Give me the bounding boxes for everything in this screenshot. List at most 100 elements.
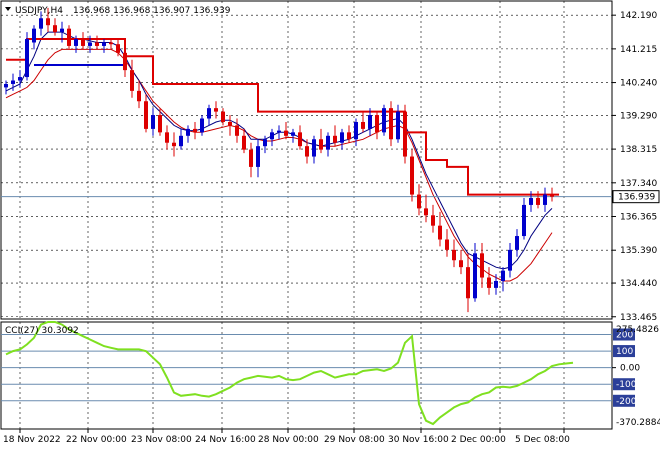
candle-body (144, 101, 148, 129)
candle-body (529, 198, 533, 205)
x-tick-label: 22 Nov 00:00 (66, 435, 127, 445)
candle-body (11, 80, 15, 84)
candle-body (431, 215, 435, 226)
candle-body (375, 115, 379, 133)
candle-body (459, 260, 463, 268)
candle-body (403, 111, 407, 157)
candle-body (4, 83, 8, 88)
candle-body (284, 130, 288, 136)
x-tick-label: 23 Nov 08:00 (131, 435, 192, 445)
main-panel-title: USDJPY,H4 (15, 6, 63, 16)
candle-body (193, 128, 197, 133)
candle-body (543, 194, 547, 205)
cci-level-box (613, 394, 635, 407)
candle-body (410, 156, 414, 195)
candle-body (207, 108, 211, 119)
candle-body (179, 135, 183, 147)
y-tick-label: 139.290 (620, 111, 657, 121)
y-tick-label: 133.465 (620, 313, 657, 323)
ma-slow-line (5, 48, 553, 282)
candle-body (319, 139, 323, 150)
candle-body (354, 121, 358, 140)
cci-level-label: 200 (616, 331, 633, 341)
candle-body (480, 253, 484, 278)
candle-body (424, 208, 428, 216)
candle-body (172, 142, 176, 147)
candle-body (326, 135, 330, 150)
candle-body (347, 132, 351, 140)
candle-body (305, 146, 309, 157)
candle-body (95, 42, 99, 46)
candle-body (18, 77, 22, 81)
cci-level-box (613, 328, 635, 341)
candle-body (88, 42, 92, 46)
candle-body (312, 139, 316, 157)
candle-body (137, 90, 141, 102)
candle-body (487, 277, 491, 288)
candle-body (165, 132, 169, 143)
symbol-dropdown-icon[interactable] (5, 7, 11, 11)
candle-body (200, 118, 204, 133)
candle-body (158, 115, 162, 133)
candle-body (263, 139, 267, 147)
cci-level-box (613, 345, 635, 358)
candle-body (501, 270, 505, 281)
candle-body (102, 42, 106, 46)
candle-body (256, 146, 260, 167)
candle-body (186, 128, 190, 136)
candle-body (382, 108, 386, 133)
cci-level-label: 100 (616, 347, 633, 357)
candle-body (116, 44, 120, 53)
candle-body (67, 28, 71, 46)
main-panel-frame (0, 0, 613, 320)
candle-body (130, 70, 134, 91)
candle-body (298, 132, 302, 147)
candle-body (60, 28, 64, 33)
candle-body (25, 39, 29, 78)
x-tick-label: 30 Nov 16:00 (388, 435, 449, 445)
candle-body (522, 204, 526, 237)
y-tick-label: 141.215 (620, 45, 657, 55)
candle-body (242, 135, 246, 150)
cci-level-box (613, 378, 635, 391)
trailing-stop-line (6, 38, 559, 196)
y-tick-label: 137.340 (620, 179, 657, 189)
candle-body (494, 280, 498, 288)
axis-layer: 18 Nov 2022 22 Nov 00:00 23 Nov 08:00 24 No… (3, 11, 660, 445)
cci-line (5, 321, 574, 426)
candle-body (445, 239, 449, 250)
candle-body (109, 42, 113, 45)
x-tick-label: 2 Dec 00:00 (451, 435, 506, 445)
candle-body (340, 132, 344, 143)
cci-layer (1, 321, 612, 426)
y-tick-label: 140.240 (620, 79, 657, 89)
candle-body (417, 194, 421, 209)
x-tick-label: 18 Nov 2022 (3, 435, 61, 445)
candle-body (515, 236, 519, 250)
candle-body (32, 28, 36, 43)
x-tick-label: 29 Nov 08:00 (324, 435, 385, 445)
candle-body (270, 132, 274, 140)
candle-body (39, 18, 43, 29)
candle-body (291, 132, 295, 136)
candle-body (536, 198, 540, 205)
y-tick-label: 135.390 (620, 246, 657, 256)
candle-body (368, 115, 372, 129)
candle-body (361, 121, 365, 129)
cci-level-label: 0.00 (620, 364, 640, 374)
candle-body (74, 39, 78, 46)
cci-level-label: -100 (616, 380, 637, 390)
candle-body (123, 52, 127, 71)
candle-body (235, 125, 239, 136)
candle-body (466, 267, 470, 299)
candle-body (389, 108, 393, 140)
y-tick-label: 134.440 (620, 279, 657, 289)
candle-body (473, 253, 477, 299)
candle-body (333, 135, 337, 143)
candle-body (396, 111, 400, 140)
candle-layer (4, 7, 554, 313)
candle-body (214, 108, 218, 112)
current-price-box (612, 190, 660, 204)
cci-min-label: -370.2884 (616, 418, 660, 428)
candle-body (221, 111, 225, 122)
